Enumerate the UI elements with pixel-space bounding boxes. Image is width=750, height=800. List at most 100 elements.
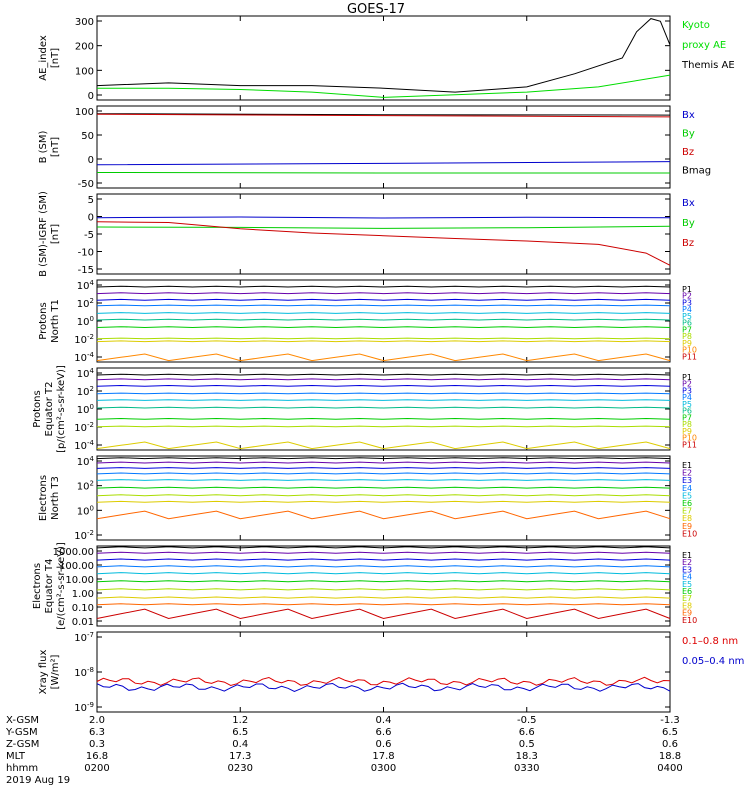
b_sm-ytick-label: 50 — [81, 131, 94, 142]
b_sm-legend-0: Bx — [682, 110, 695, 121]
protons_t2-ytick-label: 102 — [77, 385, 94, 398]
electrons_t3-channel-5 — [96, 486, 671, 489]
ae-ytick-label: 200 — [75, 42, 94, 53]
electrons_t3-channel-7 — [96, 500, 671, 503]
ephemeris-value: 0.4 — [376, 715, 392, 726]
protons_t1-legend-7: P8 — [682, 332, 692, 341]
electrons_t4-ylabel: Equator T4 — [44, 559, 55, 614]
xray-legend-0: 0.1–0.8 nm — [682, 636, 738, 647]
electrons_t4-ytick-label: 0.10 — [72, 603, 94, 614]
ae-ylabel: [nT] — [50, 48, 61, 68]
protons_t1-channel-1 — [96, 292, 671, 295]
ephemeris-value: 17.3 — [229, 751, 251, 762]
electrons_t3-legend-1: E2 — [682, 469, 692, 478]
xray-ytick-label: 10-7 — [74, 631, 94, 644]
protons_t2-channel-6 — [96, 417, 671, 420]
electrons_t3-channel-1 — [96, 461, 671, 464]
ae-ytick-label: 300 — [75, 17, 94, 28]
electrons_t4-legend-9: E10 — [682, 616, 697, 625]
b_igrf-ytick-label: -15 — [78, 265, 94, 276]
ephemeris-value: 0400 — [657, 763, 682, 774]
electrons_t3-ylabel: Electrons — [38, 475, 49, 521]
ae-ytick-label: 0 — [88, 91, 94, 102]
ephemeris-value: 18.8 — [659, 751, 681, 762]
protons_t1-channel-6 — [96, 326, 671, 329]
protons_t1-legend-9: P10 — [682, 346, 697, 355]
b_sm-ytick-label: 100 — [75, 107, 94, 118]
electrons_t4-legend-0: E1 — [682, 551, 692, 560]
protons_t1-legend-0: P1 — [682, 285, 692, 294]
plot-date: 2019 Aug 19 — [6, 775, 70, 786]
ae-ylabel: AE_index — [38, 35, 49, 81]
protons_t2-ytick-label: 100 — [77, 403, 94, 416]
panel-b_sm: 100 50 0 -50 B (SM) [nT] Bx By Bz Bmag — [38, 105, 711, 190]
xray-ytick-label: 10-8 — [74, 666, 94, 679]
protons_t1-ytick-label: 100 — [77, 315, 94, 328]
xray-series-1 — [96, 682, 671, 692]
protons_t2-legend-0: P1 — [682, 373, 692, 382]
b_sm-legend-3: Bmag — [682, 166, 711, 177]
protons_t2-legend-6: P7 — [682, 413, 692, 422]
b_igrf-ylabel: [nT] — [50, 224, 61, 244]
protons_t1-channel-0 — [96, 285, 671, 288]
electrons_t3-ytick-label: 100 — [77, 504, 94, 517]
panel-ae: 300 200 100 0 AE_index [nT] Kyoto proxy AE Themi… — [38, 15, 735, 102]
panel-electrons_t3: 104 102 100 10-2 Electrons North T3 E1E2E3E4E5… — [38, 455, 697, 542]
protons_t2-legend-7: P8 — [682, 420, 692, 429]
protons_t2-channel-0 — [96, 373, 671, 376]
protons_t2-channel-1 — [96, 378, 671, 381]
electrons_t4-frame — [96, 545, 671, 627]
xray-ytick-label: 10-9 — [74, 701, 94, 714]
electrons_t4-channel-6 — [96, 588, 671, 591]
b_igrf-ylabel: B (SM)-IGRF (SM) — [38, 191, 49, 277]
ae-series-0 — [96, 18, 671, 93]
protons_t2-legend-4: P5 — [682, 400, 692, 409]
xray-series-0 — [96, 676, 671, 687]
b_sm-frame — [96, 105, 671, 189]
electrons_t3-ytick-label: 10-2 — [74, 529, 94, 542]
ephemeris-value: 0200 — [84, 763, 109, 774]
electrons_t3-legend-0: E1 — [682, 461, 692, 470]
b_igrf-ytick-label: -5 — [84, 230, 94, 241]
panel-protons_t2: 104 102 100 10-2 10-4 Protons Equator T2 [p/(cm… — [32, 365, 697, 453]
electrons_t3-legend-3: E4 — [682, 484, 692, 493]
protons_t2-legend-1: P2 — [682, 380, 692, 389]
protons_t1-legend-2: P3 — [682, 298, 692, 307]
ephemeris-footer: X-GSM Y-GSM Z-GSM MLT hhmm 2019 Aug 19 2… — [5, 715, 683, 786]
b_sm-ylabel: B (SM) — [38, 130, 49, 163]
b_igrf-ytick-label: 5 — [88, 195, 94, 206]
protons_t1-legend-1: P2 — [682, 292, 692, 301]
protons_t2-channel-2 — [96, 384, 671, 387]
ae-ytick-label: 100 — [75, 66, 94, 77]
electrons_t4-ytick-label: 1.00 — [72, 589, 94, 600]
ae-legend-0: Kyoto — [682, 20, 710, 31]
ephemeris-label-mlt: MLT — [6, 751, 26, 762]
electrons_t4-channel-4 — [96, 572, 671, 575]
protons_t1-channel-3 — [96, 304, 671, 307]
ephemeris-value: 0.6 — [376, 739, 392, 750]
electrons_t4-ytick-label: 100.00 — [59, 561, 94, 572]
protons_t1-channel-7 — [96, 337, 671, 340]
panel-b_igrf: 5 0 -5 -10 -15 B (SM)-IGRF (SM) [nT] Bx By Bz — [38, 191, 695, 277]
ephemeris-value: 0230 — [228, 763, 253, 774]
protons_t1-channel-5 — [96, 318, 671, 321]
protons_t2-channel-3 — [96, 392, 671, 395]
protons_t2-ylabel: Protons — [32, 390, 43, 427]
electrons_t4-legend-3: E4 — [682, 573, 692, 582]
electrons_t4-channel-0 — [96, 546, 671, 549]
protons_t1-channel-8 — [96, 340, 671, 343]
protons_t2-channel-4 — [96, 399, 671, 401]
ephemeris-value: 0.6 — [662, 739, 678, 750]
electrons_t3-legend-6: E7 — [682, 507, 692, 516]
protons_t1-legend-6: P7 — [682, 325, 692, 334]
ae-series-1 — [97, 74, 671, 98]
protons_t1-channel-2 — [96, 298, 671, 301]
protons_t2-ytick-label: 104 — [77, 367, 95, 380]
electrons_t3-legend-2: E3 — [682, 476, 692, 485]
xray-ylabel: Xray flux — [38, 650, 49, 695]
ephemeris-value: 0.4 — [232, 739, 248, 750]
protons_t1-ytick-label: 104 — [77, 279, 95, 292]
ephemeris-value: -1.3 — [660, 715, 680, 726]
electrons_t3-legend-5: E6 — [682, 499, 692, 508]
